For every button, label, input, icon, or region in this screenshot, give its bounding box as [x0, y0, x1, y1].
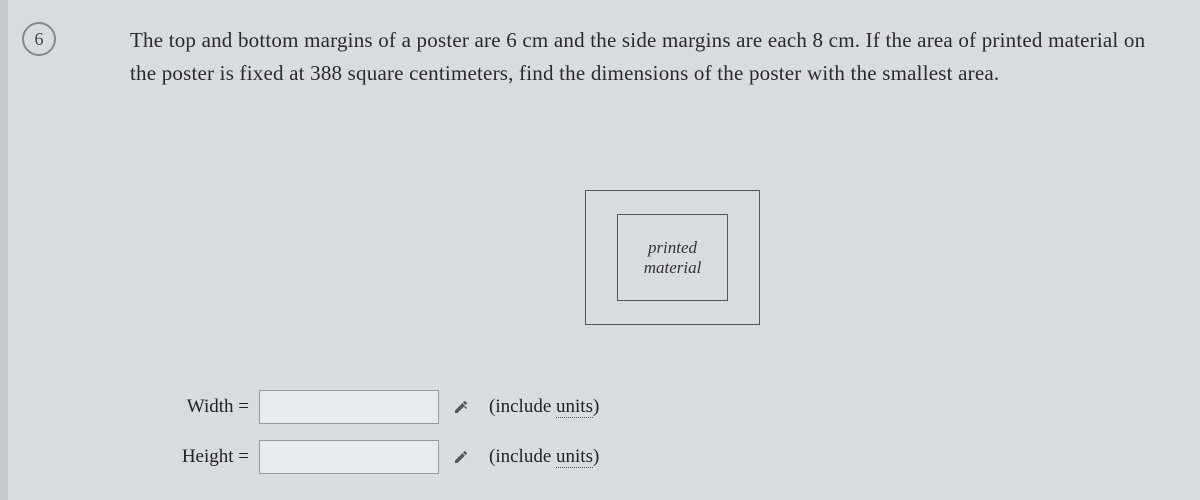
width-row: Width = (include units) — [170, 388, 599, 426]
width-edit-button[interactable] — [447, 393, 475, 421]
pencil-icon — [453, 399, 469, 415]
width-hint-prefix: (include — [489, 396, 556, 417]
question-content: The top and bottom margins of a poster a… — [130, 24, 1170, 89]
height-units-link[interactable]: units — [556, 446, 593, 468]
height-input[interactable] — [259, 440, 439, 474]
width-hint: (include units) — [489, 396, 599, 418]
width-label: Width = — [170, 396, 255, 418]
height-edit-button[interactable] — [447, 443, 475, 471]
poster-inner-rect: printed material — [617, 214, 728, 301]
question-number-text: 6 — [35, 29, 44, 50]
poster-diagram: printed material — [585, 190, 760, 325]
height-hint-suffix: ) — [593, 446, 599, 467]
width-hint-suffix: ) — [593, 396, 599, 417]
answers-block: Width = (include units) Height = (includ… — [170, 388, 599, 488]
pencil-icon — [453, 449, 469, 465]
height-row: Height = (include units) — [170, 438, 599, 476]
width-input[interactable] — [259, 390, 439, 424]
diagram-label-line1: printed — [648, 238, 697, 258]
height-hint-prefix: (include — [489, 446, 556, 467]
height-hint: (include units) — [489, 446, 599, 468]
width-units-link[interactable]: units — [556, 396, 593, 418]
question-number-badge: 6 — [22, 22, 56, 56]
diagram-label-line2: material — [644, 258, 702, 278]
problem-text: The top and bottom margins of a poster a… — [130, 24, 1170, 89]
page-left-edge — [0, 0, 8, 500]
height-label: Height = — [170, 446, 255, 468]
